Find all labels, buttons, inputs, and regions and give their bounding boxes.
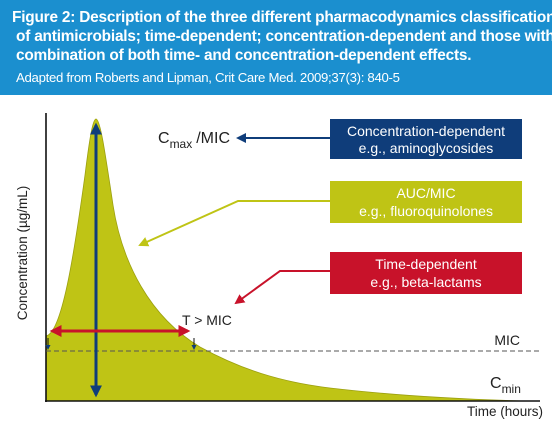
auc-mic-title: AUC/MIC [396, 185, 455, 201]
time-dependent-box [330, 252, 522, 294]
concentration-dependent-box [330, 119, 522, 159]
caption-line-2: of antimicrobials; time-dependent; conce… [16, 28, 552, 45]
concentration-dependent-example: e.g., aminoglycosides [359, 140, 494, 156]
caption-line-1: Figure 2: Description of the three diffe… [12, 9, 552, 26]
concentration-dependent-title: Concentration-dependent [347, 123, 505, 139]
time-dependent-title: Time-dependent [375, 256, 477, 272]
caption-header: Figure 2: Description of the three diffe… [0, 0, 552, 95]
caption-line-3: combination of both time- and concentrat… [16, 47, 472, 64]
cmin-label: Cmin [490, 375, 521, 396]
pharmacodynamics-diagram: Cmax/MIC Concentration-dependent e.g., a… [15, 113, 543, 419]
t-over-mic-label: T > MIC [182, 312, 232, 328]
auc-mic-box [330, 181, 522, 223]
mic-label: MIC [494, 332, 520, 348]
cmax-mic-label: Cmax/MIC [158, 130, 230, 151]
x-axis-label: Time (hours) [467, 404, 543, 419]
source-citation: Adapted from Roberts and Lipman, Crit Ca… [16, 70, 400, 85]
y-axis-label: Concentration (µg/mL) [15, 186, 30, 321]
time-dependent-example: e.g., beta-lactams [370, 274, 481, 290]
time-pointer [234, 270, 330, 305]
auc-pointer [138, 200, 330, 247]
auc-mic-example: e.g., fluoroquinolones [359, 203, 493, 219]
